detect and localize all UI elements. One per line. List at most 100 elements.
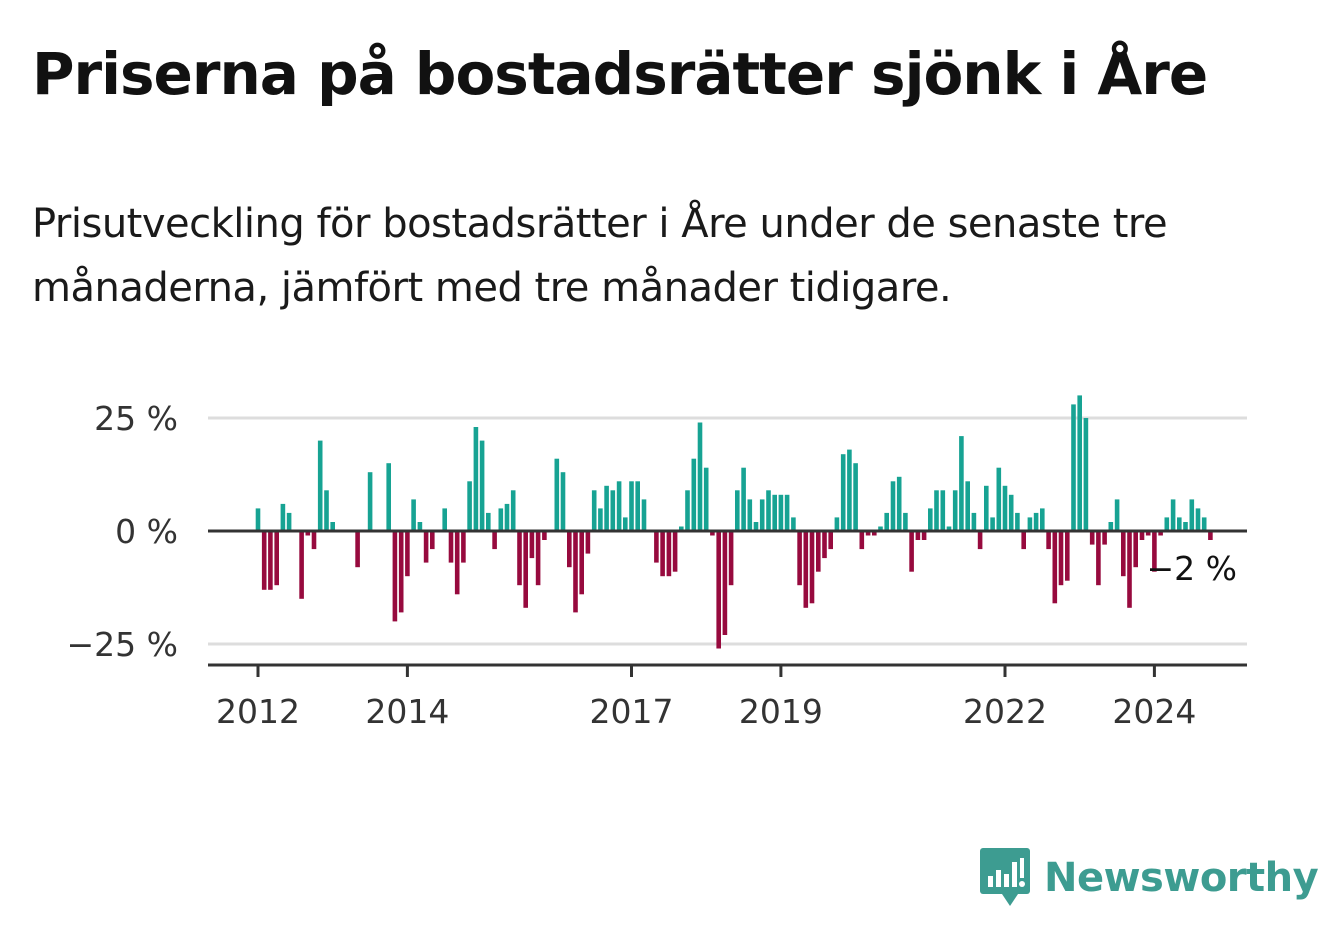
bar: [255, 508, 261, 531]
bar: [741, 467, 746, 531]
bar: [660, 531, 665, 577]
bar: [1083, 418, 1089, 531]
bar: [1015, 512, 1020, 531]
bar: [1127, 531, 1132, 608]
bar: [591, 490, 597, 531]
bar: [990, 517, 995, 531]
bar: [735, 490, 740, 531]
bar: [896, 476, 902, 531]
bar: [330, 522, 335, 531]
bar: [1046, 531, 1051, 550]
bar: [1121, 531, 1126, 577]
bar: [697, 422, 703, 531]
bar: [311, 531, 317, 550]
bar: [884, 512, 889, 531]
bar: [1089, 531, 1095, 545]
bar: [1071, 404, 1076, 531]
axes: [208, 529, 1247, 677]
bar: [716, 531, 721, 649]
brand-name: Newsworthy: [1044, 855, 1319, 901]
bar: [915, 531, 921, 540]
x-tick-label: 2019: [739, 692, 823, 731]
bar: [803, 531, 809, 608]
bar: [573, 531, 578, 613]
bar: [685, 490, 690, 531]
bar: [1164, 517, 1170, 531]
bar: [1002, 485, 1008, 531]
bar: [280, 503, 286, 531]
bar: [554, 458, 560, 531]
bar: [952, 490, 958, 531]
bar: [840, 454, 846, 531]
bar: [984, 485, 989, 531]
bar: [1040, 508, 1045, 531]
bar: [797, 531, 802, 586]
bar: [772, 494, 777, 531]
bar: [959, 436, 964, 531]
bar: [859, 531, 865, 550]
bar: [442, 508, 447, 531]
bar: [753, 522, 759, 531]
bar: [928, 508, 933, 531]
bar: [299, 531, 304, 599]
bar: [1139, 531, 1145, 540]
bar: [604, 485, 609, 531]
bar: [872, 531, 877, 536]
bar: [946, 526, 952, 531]
bar: [274, 531, 279, 586]
bar: [517, 531, 522, 586]
bar: [934, 490, 939, 531]
bar: [392, 531, 398, 622]
tick-labels: 25 % 0 % −25 % 2012 2014 2017 2019 2022 2024 −2 %: [67, 399, 1238, 731]
bar: [940, 490, 946, 531]
bar: [398, 531, 404, 613]
bar: [386, 463, 391, 531]
bar: [355, 531, 360, 568]
bar: [504, 503, 510, 531]
bar: [1102, 531, 1107, 545]
x-tick-label: 2022: [963, 692, 1047, 731]
bar: [454, 531, 460, 595]
bar: [909, 531, 914, 572]
bar: [1195, 508, 1201, 531]
y-tick-label: −25 %: [67, 625, 179, 664]
bar: [623, 517, 628, 531]
bar: [921, 531, 927, 540]
bar: [286, 512, 292, 531]
bar: [641, 499, 647, 531]
bar: [722, 531, 728, 635]
bar: [523, 531, 528, 608]
bar: [865, 531, 871, 536]
bar: [784, 494, 790, 531]
bar: [1114, 499, 1120, 531]
y-tick-label: 0 %: [115, 512, 178, 551]
bar: [579, 531, 584, 595]
bar: [305, 531, 311, 536]
bar: [585, 531, 591, 554]
bar: [629, 481, 634, 531]
bar: [822, 531, 827, 559]
bar: [529, 531, 535, 559]
bar: [766, 490, 771, 531]
bar: [791, 517, 796, 531]
bar: [728, 531, 734, 586]
bar: [828, 531, 833, 550]
bar: [1152, 531, 1157, 572]
bar: [1058, 531, 1064, 586]
bar: [324, 490, 329, 531]
bar: [1133, 531, 1138, 568]
bar: [535, 531, 541, 586]
bar: [473, 427, 479, 531]
bar: [423, 531, 429, 563]
brand-logo: Newsworthy: [980, 848, 1319, 908]
bar: [1201, 517, 1207, 531]
bar: [1145, 531, 1151, 536]
bar: [809, 531, 815, 604]
bar: [965, 481, 970, 531]
bar: [268, 531, 273, 590]
bar: [616, 481, 622, 531]
bar: [610, 490, 616, 531]
bar: [903, 512, 908, 531]
bar: [666, 531, 672, 577]
bar-chart: 25 % 0 % −25 % 2012 2014 2017 2019 2022 2024 −2 %: [67, 395, 1247, 731]
